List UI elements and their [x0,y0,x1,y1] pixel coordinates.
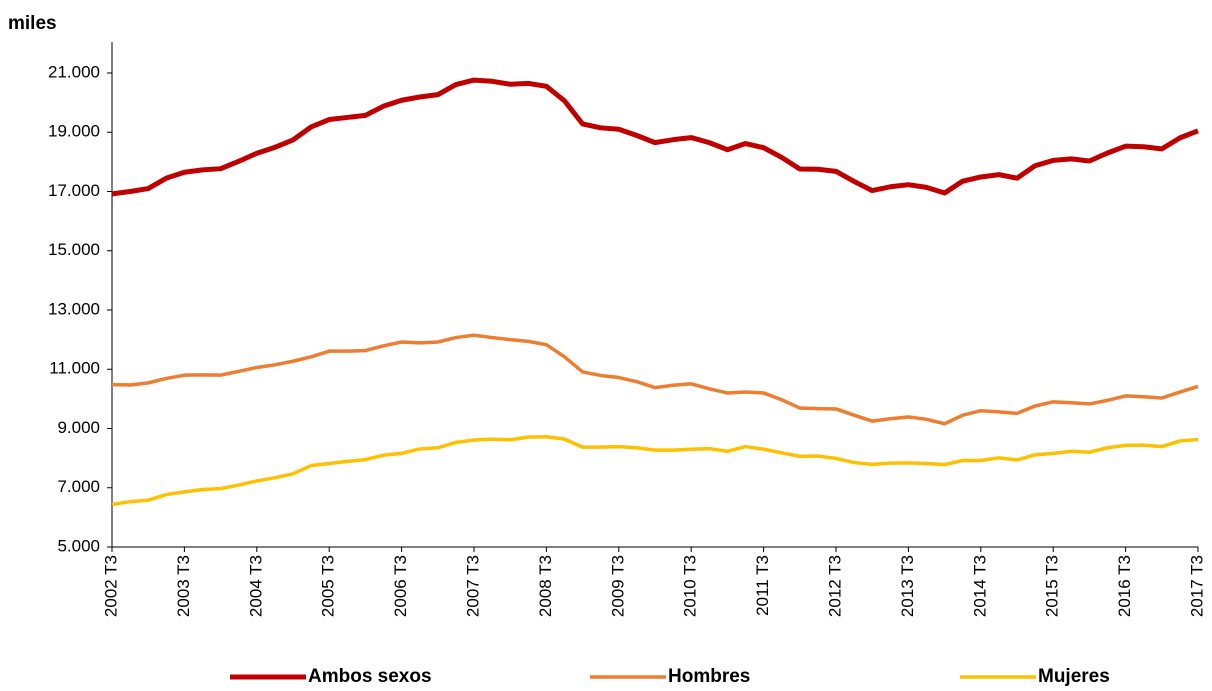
y-axis-label: miles [8,13,57,34]
y-tick-label: 7.000 [57,477,100,496]
x-tick-label: 2010 T3 [681,555,700,617]
x-tick-label: 2007 T3 [463,555,482,617]
x-tick-label: 2002 T3 [101,555,120,617]
legend-label: Ambos sexos [308,666,432,687]
x-tick-label: 2005 T3 [319,555,338,617]
x-tick-label: 2004 T3 [246,555,265,617]
y-tick-label: 13.000 [48,299,100,318]
series-line [111,77,1199,197]
x-tick-label: 2017 T3 [1187,555,1206,617]
series-line [111,435,1199,507]
x-tick-label: 2013 T3 [898,555,917,617]
x-tick-label: 2008 T3 [536,555,555,617]
x-tick-label: 2015 T3 [1043,555,1062,617]
x-tick-label: 2003 T3 [174,555,193,617]
x-tick-label: 2012 T3 [825,555,844,617]
y-tick-label: 11.000 [49,359,100,378]
y-tick-label: 21.000 [48,62,100,81]
x-tick-label: 2009 T3 [608,555,627,617]
x-tick-label: 2011 T3 [753,555,772,616]
legend-label: Mujeres [1038,666,1110,687]
x-tick-label: 2014 T3 [970,555,989,617]
series-line [111,333,1199,426]
x-tick-label: 2006 T3 [391,555,410,617]
y-tick-label: 17.000 [48,181,100,200]
y-tick-label: 19.000 [48,122,100,141]
x-tick-label: 2016 T3 [1115,555,1134,617]
legend-label: Hombres [668,666,750,687]
y-tick-label: 5.000 [57,536,100,555]
y-tick-label: 15.000 [48,240,100,259]
y-tick-label: 9.000 [57,418,100,437]
